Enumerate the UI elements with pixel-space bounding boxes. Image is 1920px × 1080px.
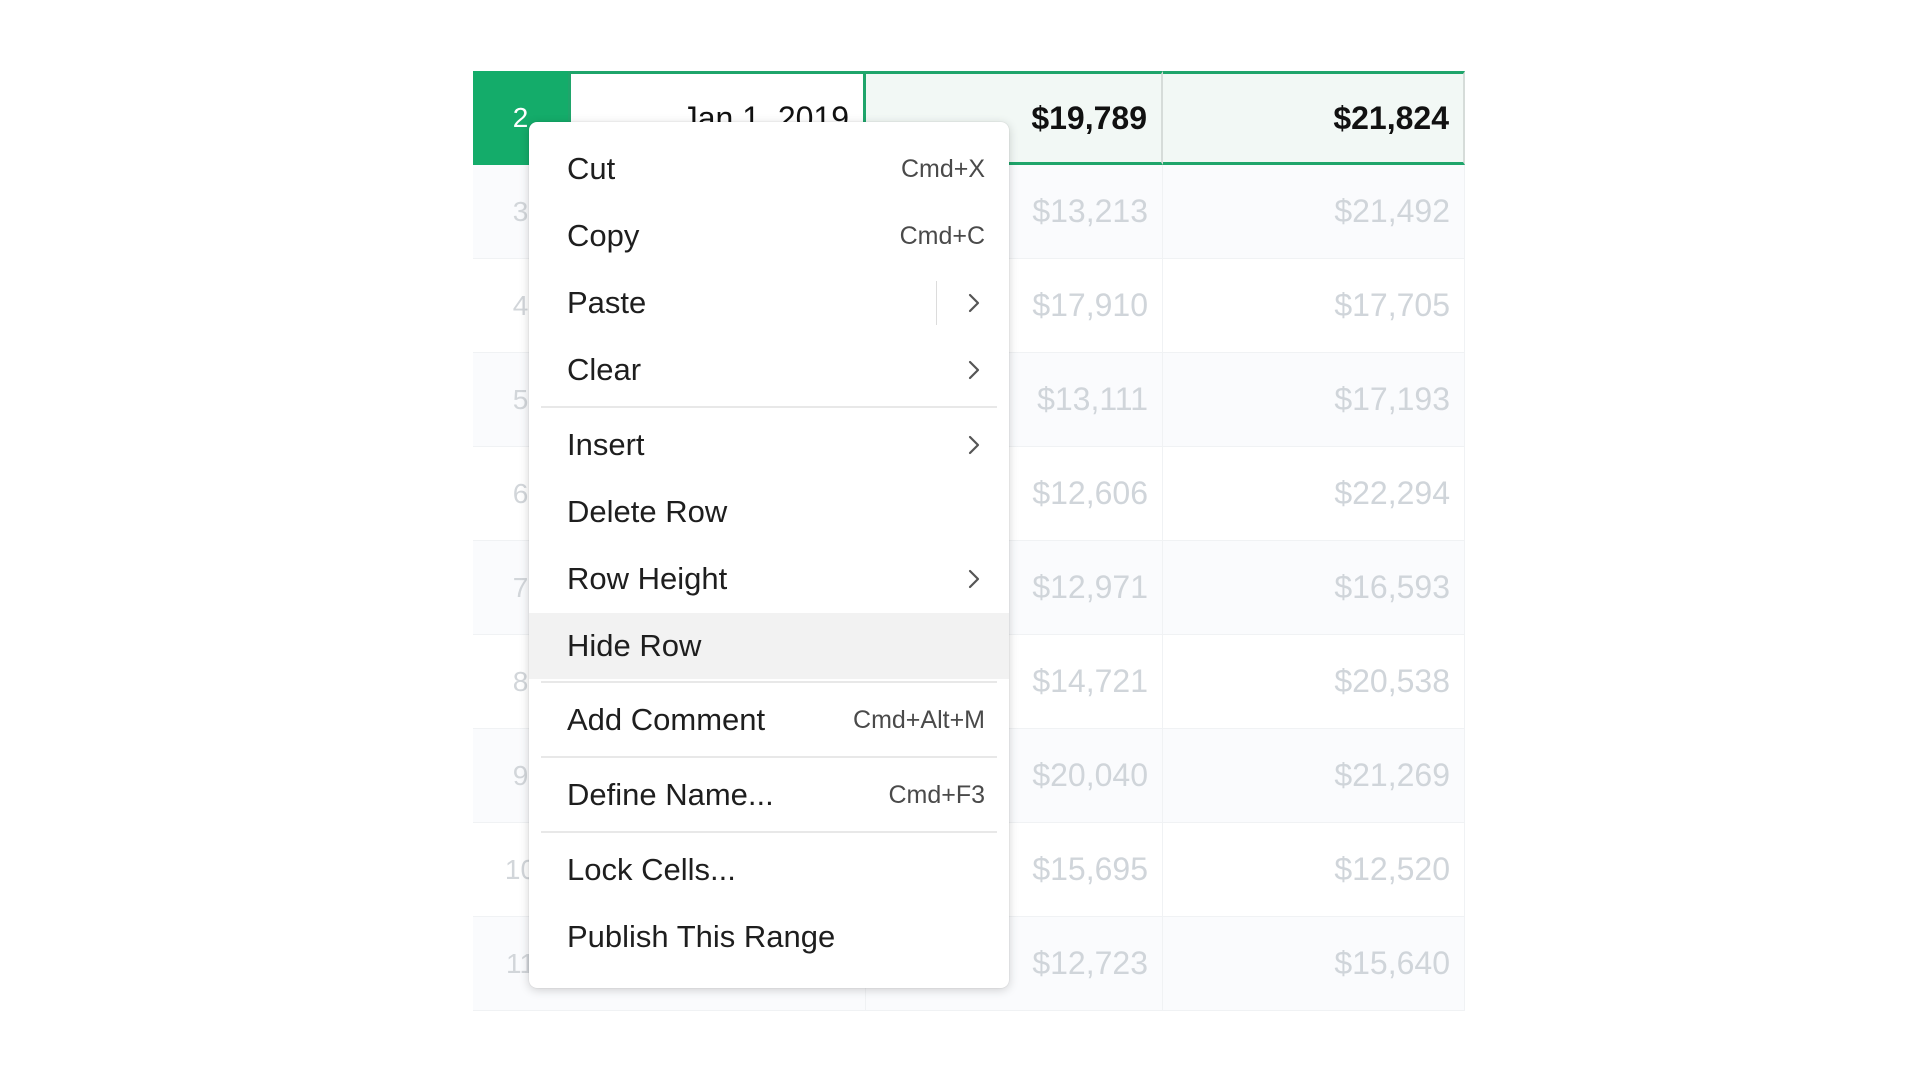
menu-item-clear[interactable]: Clear xyxy=(529,337,1009,403)
row-header[interactable]: 6 xyxy=(473,447,568,541)
shortcut-label: Cmd+X xyxy=(900,154,985,183)
chevron-right-icon xyxy=(963,434,985,456)
menu-item-hide-row[interactable]: Hide Row xyxy=(529,613,1009,679)
menu-item-label: Define Name... xyxy=(567,777,774,812)
row-header[interactable]: 7 xyxy=(473,541,568,635)
table-cell[interactable]: $13,111 xyxy=(866,353,1163,447)
menu-item-label: Delete Row xyxy=(567,494,728,529)
menu-item-label: Lock Cells... xyxy=(567,852,736,887)
menu-item-cut[interactable]: Cut Cmd+X xyxy=(529,136,1009,202)
row-header[interactable]: 8 xyxy=(473,635,568,729)
table-cell[interactable]: $12,520 xyxy=(1163,823,1465,917)
menu-separator xyxy=(541,756,997,758)
table-cell[interactable]: $13,213 xyxy=(866,165,1163,259)
row-header[interactable]: 4 xyxy=(473,259,568,353)
menu-item-copy[interactable]: Copy Cmd+C xyxy=(529,203,1009,269)
chevron-right-icon xyxy=(963,359,985,381)
menu-item-label: Hide Row xyxy=(567,628,702,663)
row-header[interactable]: 5 xyxy=(473,353,568,447)
menu-item-lock-cells[interactable]: Lock Cells... xyxy=(529,837,1009,903)
menu-item-delete-row[interactable]: Delete Row xyxy=(529,479,1009,545)
table-cell[interactable]: $22,294 xyxy=(1163,447,1465,541)
menu-separator xyxy=(541,406,997,408)
menu-item-label: Insert xyxy=(567,427,645,462)
table-cell[interactable]: $14,721 xyxy=(866,635,1163,729)
table-cell[interactable]: $12,971 xyxy=(866,541,1163,635)
shortcut-label: Cmd+C xyxy=(899,221,985,250)
chevron-right-icon xyxy=(963,568,985,590)
menu-item-label: Paste xyxy=(567,285,647,320)
table-cell[interactable]: $12,723 xyxy=(866,917,1163,1011)
chevron-right-icon[interactable] xyxy=(963,292,985,314)
table-cell[interactable]: $20,538 xyxy=(1163,635,1465,729)
table-cell[interactable]: $17,705 xyxy=(1163,259,1465,353)
divider xyxy=(936,281,937,325)
menu-item-label: Copy xyxy=(567,218,640,253)
menu-item-add-comment[interactable]: Add Comment Cmd+Alt+M xyxy=(529,687,1009,753)
table-cell[interactable]: $17,910 xyxy=(866,259,1163,353)
menu-item-row-height[interactable]: Row Height xyxy=(529,546,1009,612)
menu-item-label: Add Comment xyxy=(567,702,766,737)
table-cell[interactable]: $21,824 xyxy=(1163,71,1465,165)
table-row[interactable]: 6 $12,606 $22,294 xyxy=(473,447,1465,541)
table-cell[interactable]: $17,193 xyxy=(1163,353,1465,447)
menu-item-label: Clear xyxy=(567,352,642,387)
menu-item-label: Cut xyxy=(567,151,616,186)
menu-item-label: Publish This Range xyxy=(567,919,836,954)
menu-item-publish-range[interactable]: Publish This Range xyxy=(529,904,1009,970)
shortcut-label: Cmd+Alt+M xyxy=(853,705,985,734)
table-cell[interactable]: $12,606 xyxy=(866,447,1163,541)
table-cell[interactable]: $20,040 xyxy=(866,729,1163,823)
table-cell[interactable]: $15,640 xyxy=(1163,917,1465,1011)
table-cell[interactable]: $16,593 xyxy=(1163,541,1465,635)
context-menu: Cut Cmd+X Copy Cmd+C Paste Clear Insert xyxy=(529,122,1009,988)
table-row[interactable]: 4 $17,910 $17,705 xyxy=(473,259,1465,353)
menu-separator xyxy=(541,831,997,833)
menu-separator xyxy=(541,681,997,683)
table-cell[interactable]: $21,492 xyxy=(1163,165,1465,259)
menu-item-label: Row Height xyxy=(567,561,728,596)
menu-item-define-name[interactable]: Define Name... Cmd+F3 xyxy=(529,762,1009,828)
row-header[interactable]: 9 xyxy=(473,729,568,823)
row-header[interactable]: 3 xyxy=(473,165,568,259)
table-cell[interactable]: $15,695 xyxy=(866,823,1163,917)
table-cell[interactable]: $19,789 xyxy=(866,71,1163,165)
menu-item-insert[interactable]: Insert xyxy=(529,412,1009,478)
shortcut-label: Cmd+F3 xyxy=(888,780,985,809)
menu-item-paste[interactable]: Paste xyxy=(529,270,1009,336)
table-cell[interactable]: $21,269 xyxy=(1163,729,1465,823)
